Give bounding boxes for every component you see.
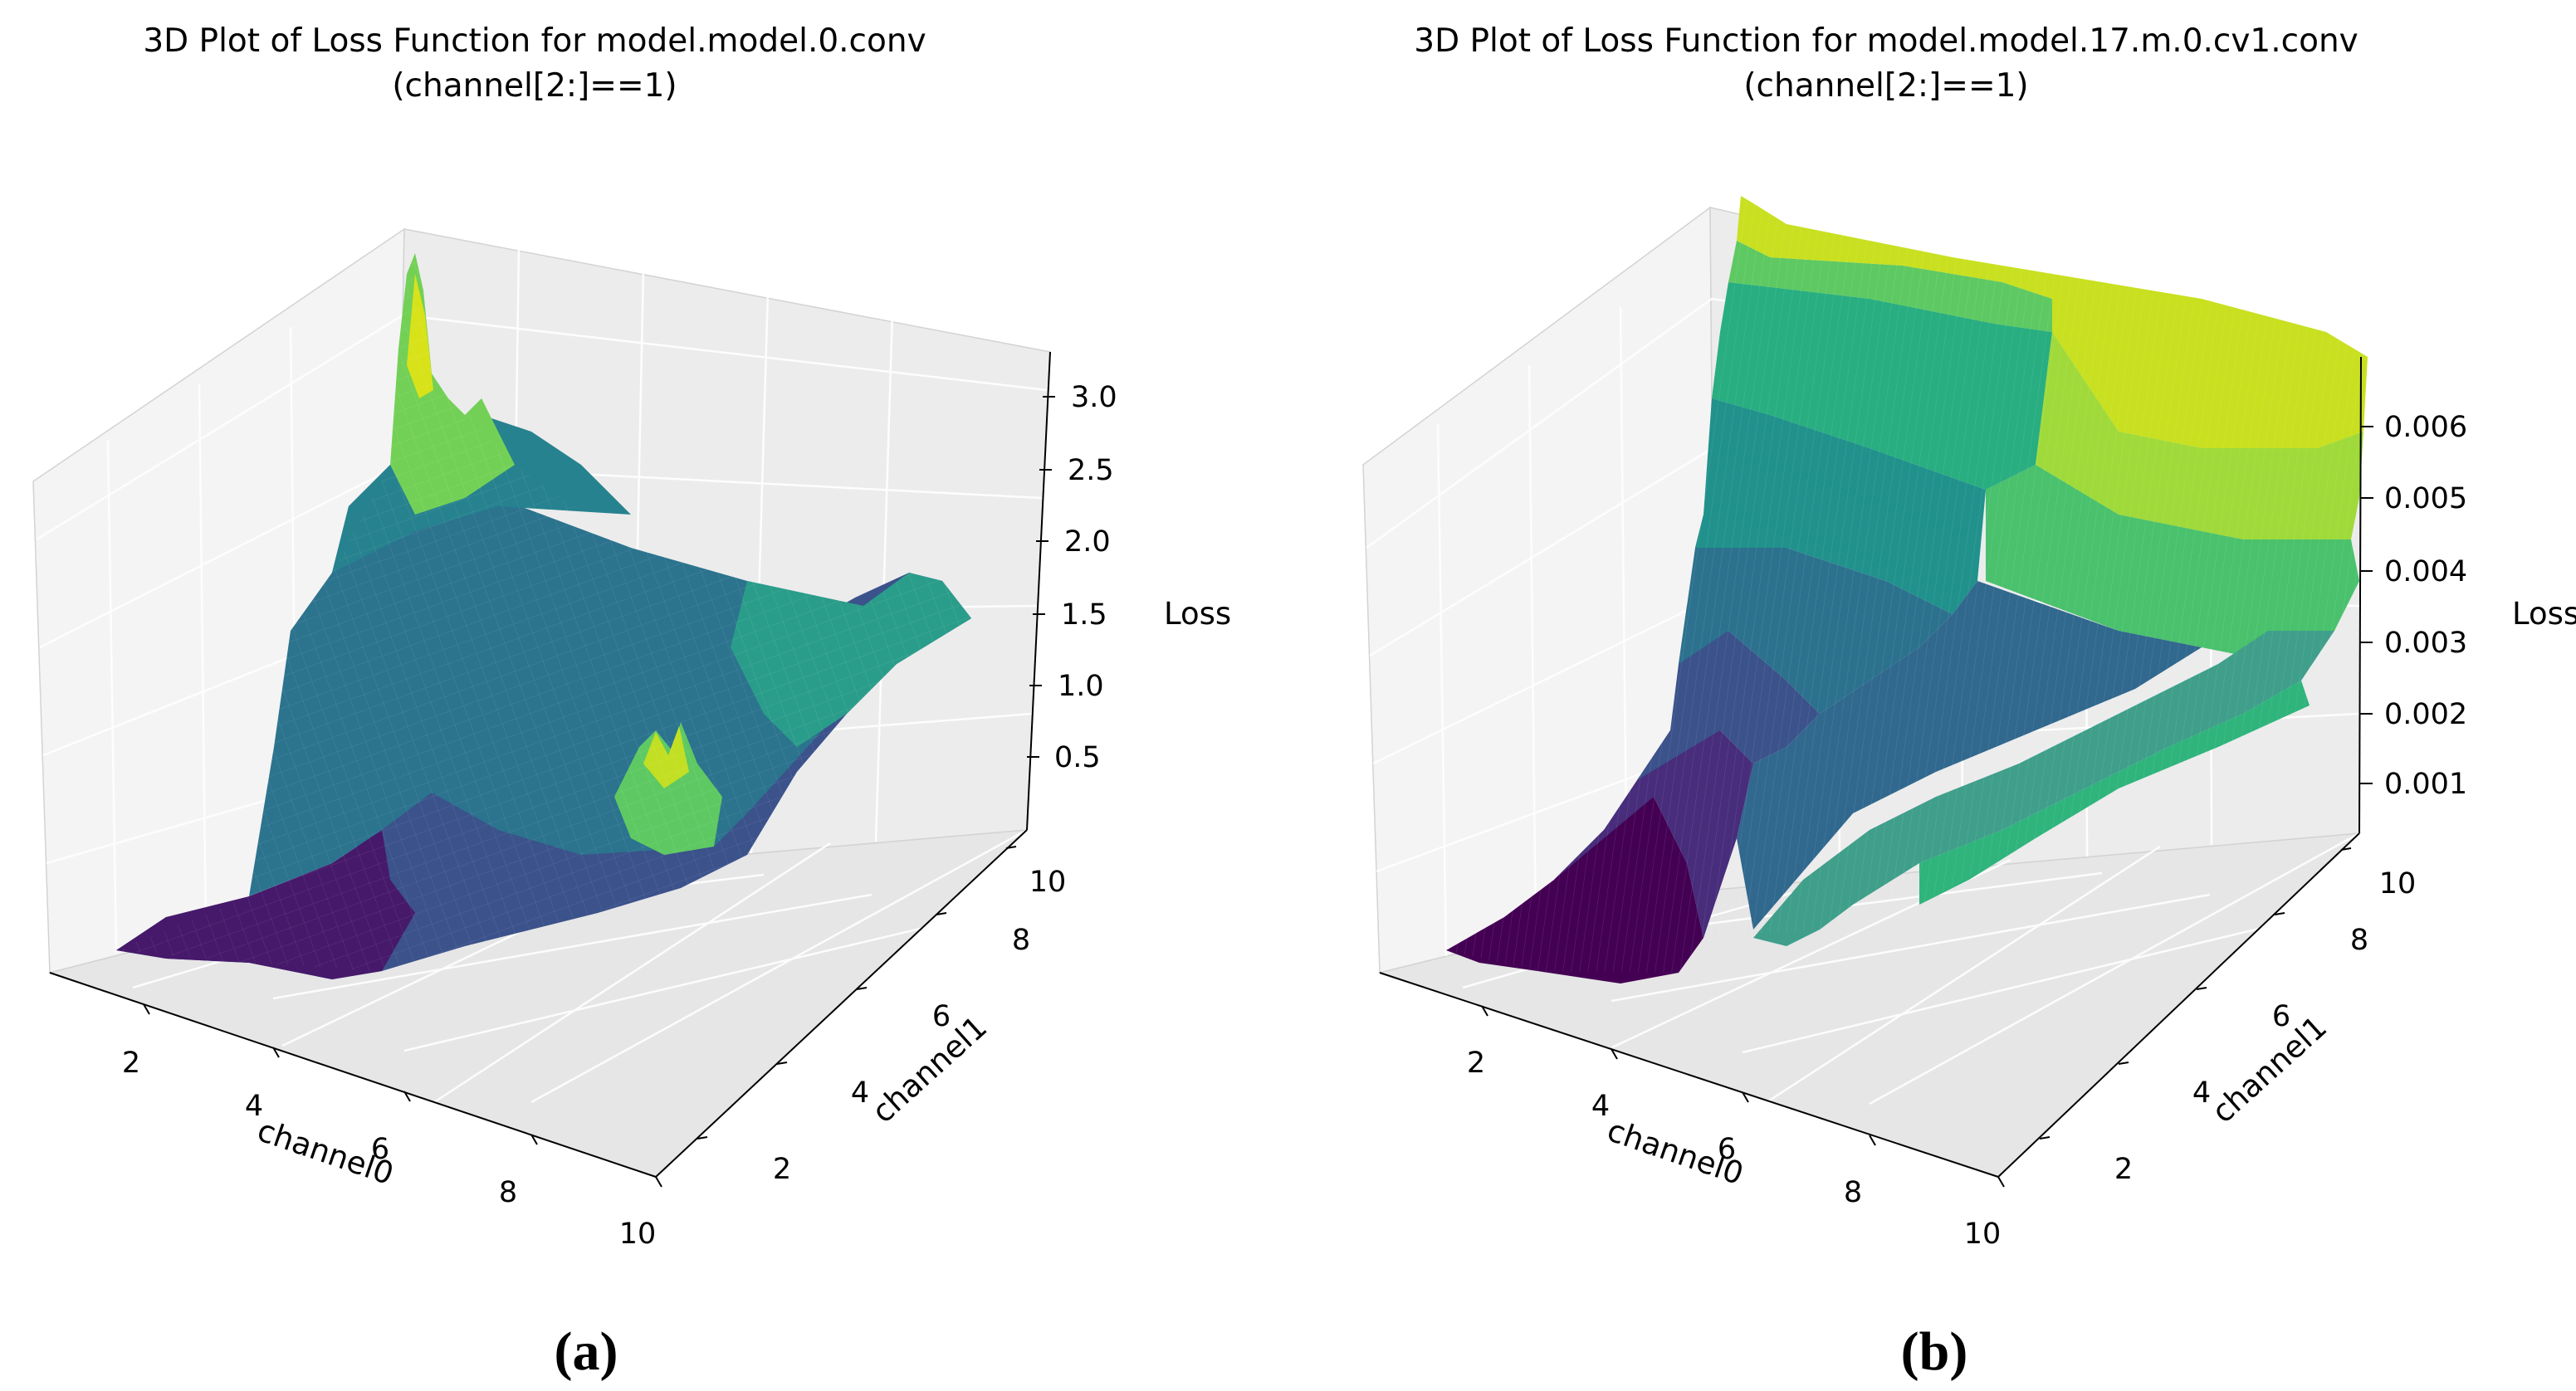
- gridline-wall: [1372, 596, 1714, 765]
- gridline-floor: [530, 828, 1028, 1104]
- x-tick-label: 2: [1467, 1047, 1485, 1080]
- y-tick-mark: [2039, 1136, 2051, 1140]
- z-tick-label: 1.5: [1061, 598, 1107, 632]
- panel-caption: (a): [555, 1321, 618, 1382]
- z-tick-label: 1.0: [1058, 670, 1104, 703]
- panel-caption: (b): [1901, 1321, 1968, 1382]
- y-tick-label: 6: [2272, 1000, 2290, 1033]
- x-axis-label: channel0: [1603, 1112, 1748, 1192]
- x-tick-mark: [1742, 1091, 1749, 1103]
- gridline-floor: [403, 913, 980, 1052]
- x-tick-mark: [1869, 1135, 1876, 1146]
- z-tick-label: 0.004: [2384, 555, 2467, 588]
- x-ticks: 2 4 6 8 10: [1467, 1005, 2005, 1251]
- z-tick-label: 0.005: [2384, 482, 2467, 515]
- x-tick-mark: [530, 1134, 538, 1145]
- y-axis-label: channel1: [865, 1009, 994, 1130]
- z-ticks: 0.5 1.0 1.5 2.0 2.5 3.0: [1027, 381, 1117, 774]
- x-tick-mark: [143, 1003, 150, 1015]
- y-tick-label: 10: [2379, 867, 2417, 900]
- gridline-wall: [1436, 422, 1448, 957]
- y-axis-line: [1997, 832, 2360, 1178]
- x-tick-label: 4: [245, 1090, 263, 1123]
- z-tick-label: 0.006: [2384, 411, 2467, 444]
- z-tick-label: 0.003: [2384, 627, 2467, 660]
- chart-title-line2: (channel[2:]==1): [1743, 67, 2028, 105]
- gridline-wall: [1369, 447, 1713, 657]
- x-tick-label: 10: [1964, 1218, 2002, 1251]
- chart-title-line1: 3D Plot of Loss Function for model.model…: [1414, 22, 2358, 60]
- x-tick-label: 6: [371, 1133, 389, 1166]
- y-tick-mark: [936, 912, 947, 915]
- y-tick-mark: [2340, 847, 2352, 851]
- gridline-floor: [1742, 913, 2319, 1054]
- x-tick-label: 8: [499, 1176, 517, 1209]
- y-tick-label: 8: [1012, 924, 1030, 957]
- y-ticks: 2 4 6 8 10: [2039, 847, 2417, 1186]
- y-tick-label: 2: [2114, 1153, 2133, 1186]
- x-tick-label: 10: [619, 1218, 657, 1251]
- gridline-wall: [39, 463, 401, 649]
- chart-panel-a: 3D Plot of Loss Function for model.model…: [32, 22, 1231, 1382]
- x-tick-mark: [403, 1091, 411, 1102]
- gridline-wall: [198, 383, 208, 934]
- x-tick-mark: [1611, 1048, 1618, 1060]
- y-tick-label: 2: [773, 1153, 791, 1186]
- axis-lines: [49, 351, 1051, 1178]
- gridline-floor: [1611, 893, 2211, 1003]
- chart-title-line2: (channel[2:]==1): [392, 67, 677, 105]
- z-axis-label: Loss: [1164, 596, 1231, 632]
- z-axis-line: [2358, 356, 2362, 834]
- x-tick-mark: [655, 1176, 662, 1188]
- x-axis-line: [49, 972, 657, 1178]
- z-axis-line: [1026, 351, 1051, 831]
- y-tick-mark: [2196, 987, 2207, 990]
- gridline-wall: [874, 311, 894, 842]
- z-ticks: 0.001 0.002 0.003 0.004 0.005 0.006: [2360, 411, 2467, 801]
- x-ticks: 2 4 6 8 10: [122, 1003, 662, 1251]
- z-tick-label: 0.002: [2384, 698, 2467, 731]
- z-tick-label: 0.5: [1054, 741, 1101, 774]
- y-tick-mark: [1005, 846, 1017, 849]
- gridline-wall: [106, 439, 118, 954]
- gridline-wall: [1366, 297, 1713, 549]
- chart-title-line1: 3D Plot of Loss Function for model.model…: [143, 22, 926, 60]
- gridline-floor: [272, 893, 873, 1000]
- x-tick-mark: [1481, 1005, 1488, 1017]
- x-tick-label: 6: [1718, 1133, 1736, 1166]
- y-tick-label: 10: [1029, 866, 1067, 899]
- x-tick-label: 8: [1844, 1176, 1862, 1209]
- z-tick-label: 2.5: [1068, 454, 1114, 487]
- z-tick-label: 2.0: [1064, 525, 1111, 559]
- y-tick-label: 6: [932, 1000, 951, 1033]
- y-tick-mark: [2274, 912, 2285, 915]
- gridline-floor: [1761, 845, 2161, 1107]
- gridline-wall: [1528, 364, 1537, 935]
- y-tick-mark: [776, 1062, 788, 1065]
- x-tick-mark: [1997, 1176, 2005, 1188]
- x-axis-label: channel0: [253, 1112, 398, 1192]
- gridline-wall: [403, 314, 1048, 392]
- z-axis-label: Loss: [2512, 596, 2576, 632]
- x-tick-label: 4: [1591, 1090, 1610, 1123]
- y-tick-label: 4: [851, 1076, 869, 1110]
- gridline-wall: [36, 314, 403, 541]
- y-tick-mark: [2118, 1062, 2129, 1065]
- z-tick-label: 0.001: [2384, 768, 2467, 801]
- gridline-floor: [1869, 832, 2360, 1105]
- x-tick-label: 2: [122, 1047, 140, 1080]
- chart-panel-b: 3D Plot of Loss Function for model.model…: [1288, 0, 2576, 1391]
- y-tick-label: 4: [2192, 1076, 2211, 1110]
- x-tick-mark: [272, 1047, 280, 1058]
- y-tick-label: 8: [2350, 924, 2368, 957]
- y-axis-label: channel1: [2205, 1009, 2334, 1130]
- y-axis-line: [655, 829, 1028, 1178]
- z-tick-label: 3.0: [1071, 381, 1117, 414]
- y-tick-mark: [856, 987, 868, 990]
- y-tick-mark: [697, 1136, 708, 1140]
- gridline-floor: [431, 842, 831, 1105]
- y-ticks: 2 4 6 8 10: [697, 846, 1067, 1186]
